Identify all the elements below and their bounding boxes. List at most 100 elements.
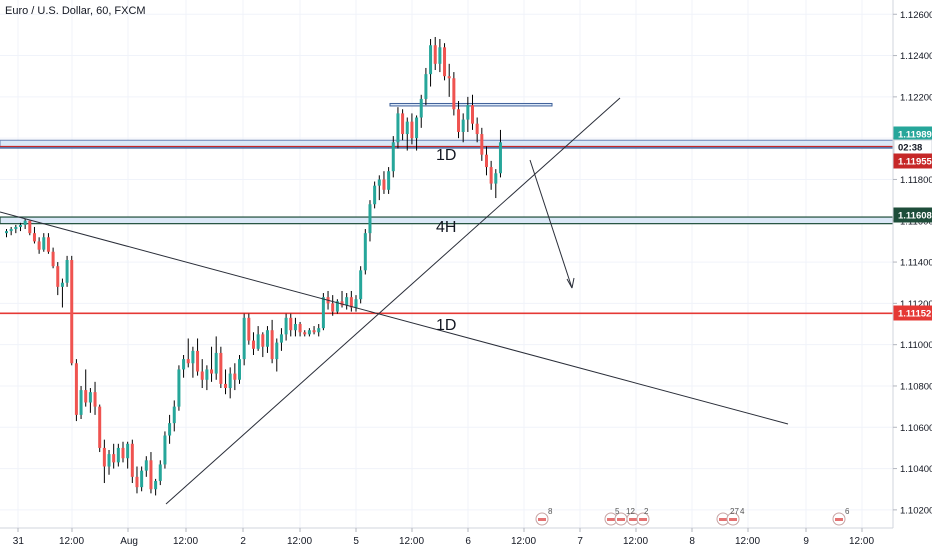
candle-body — [331, 303, 335, 312]
candle-body — [126, 443, 130, 459]
candle-body — [65, 260, 69, 283]
candle — [51, 247, 55, 269]
candle — [275, 338, 279, 372]
candle — [480, 127, 484, 161]
candle-body — [340, 301, 344, 306]
candle — [345, 293, 349, 310]
candle-body — [28, 220, 32, 234]
candle — [79, 385, 83, 420]
candle — [382, 171, 386, 194]
candle-body — [461, 119, 465, 132]
candle — [289, 313, 293, 337]
candle-body — [256, 334, 260, 349]
candle-body — [317, 328, 321, 333]
event-marker-label: 4 — [740, 507, 745, 516]
price-tag-label: 02:38 — [898, 143, 922, 154]
candle-body — [32, 233, 36, 242]
candle-body — [79, 390, 83, 415]
candle — [279, 328, 283, 351]
time-axis-label: 12:00 — [511, 536, 536, 547]
candle — [265, 326, 269, 353]
price-axis-label: 1.12400 — [900, 51, 932, 62]
event-marker-icon — [614, 512, 628, 526]
event-marker-flag — [729, 518, 737, 521]
candle — [410, 113, 414, 145]
candle — [98, 404, 102, 453]
candle-body — [279, 334, 283, 343]
event-marker-icon — [832, 512, 846, 526]
candle-body — [84, 390, 88, 403]
candle-body — [163, 435, 167, 465]
price-tag-bg — [893, 207, 932, 223]
candle-body — [18, 224, 22, 227]
candle — [415, 115, 419, 151]
price-tag-label: 1.11989 — [898, 130, 932, 141]
candle-body — [93, 392, 97, 407]
candle — [256, 326, 260, 351]
time-axis-label: 12:00 — [173, 536, 198, 547]
annotation-label: 1D — [436, 317, 456, 334]
candle-body — [116, 447, 120, 463]
candle-body — [135, 476, 139, 488]
chart-title: Euro / U.S. Dollar, 60, FXCM — [5, 5, 146, 17]
candle-body — [177, 369, 181, 407]
candle — [298, 321, 302, 337]
candle-body — [373, 185, 377, 205]
candle-body — [210, 369, 214, 374]
candle — [452, 72, 456, 116]
candle-body — [219, 352, 223, 384]
candle — [177, 365, 181, 411]
candle — [74, 359, 78, 422]
price-tag: 1.11989 — [893, 126, 932, 142]
candle-body — [224, 383, 228, 389]
candle — [238, 354, 241, 384]
candle-body — [359, 270, 363, 300]
event-marker-icon — [535, 512, 549, 526]
time-axis-label: 12:00 — [849, 536, 874, 547]
candle — [312, 326, 316, 335]
candle — [466, 96, 470, 132]
candle — [93, 381, 97, 415]
time-axis-label: 12:00 — [59, 536, 84, 547]
candle — [196, 338, 200, 376]
candle-body — [121, 447, 125, 459]
candle-body — [471, 105, 474, 124]
candle-body — [447, 76, 451, 79]
candle — [498, 129, 502, 178]
candle-body — [98, 406, 102, 448]
candle-body — [489, 167, 493, 184]
candle-body — [144, 460, 148, 471]
candle-body — [214, 352, 218, 374]
time-axis-label: 6 — [465, 536, 471, 547]
event-marker-label: 27 — [730, 507, 739, 516]
candle — [60, 278, 64, 308]
candle-body — [475, 123, 479, 135]
candles — [5, 36, 502, 496]
price-tag-label: 1.11955 — [898, 157, 932, 168]
candle — [191, 346, 195, 378]
candle-body — [46, 237, 50, 252]
price-axis-label: 1.12600 — [900, 10, 932, 21]
candle-body — [251, 340, 255, 349]
candle-body — [484, 154, 488, 168]
candle-body — [247, 317, 251, 341]
event-marker-label: 8 — [548, 507, 553, 516]
candle — [447, 63, 451, 97]
candle-body — [186, 359, 190, 364]
candle — [438, 39, 442, 73]
grid — [0, 0, 893, 528]
candle-body — [149, 460, 153, 490]
price-axis-label: 1.12200 — [900, 92, 932, 103]
candle-body — [293, 324, 297, 331]
candle-body — [140, 470, 144, 488]
candle — [144, 456, 148, 477]
candle-body — [433, 45, 437, 64]
price-axis-label: 1.11800 — [900, 175, 932, 186]
event-marker-flag — [629, 518, 637, 521]
candle-body — [410, 121, 414, 139]
price-axis-label: 1.10800 — [900, 381, 932, 392]
candle — [340, 290, 344, 308]
candle — [163, 431, 167, 469]
